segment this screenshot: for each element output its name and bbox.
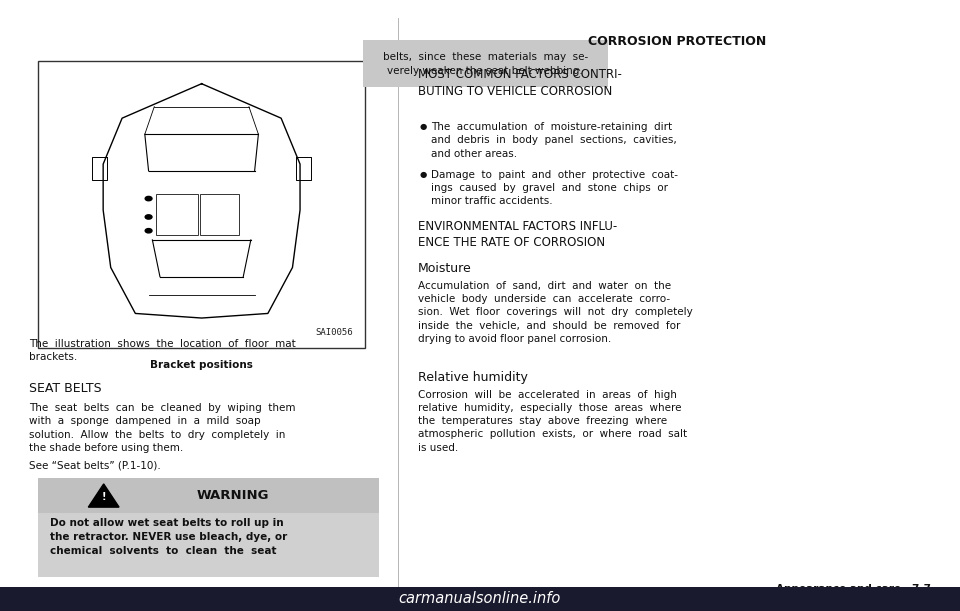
Text: belts,  since  these  materials  may  se-
verely weaken the seat belt webbing.: belts, since these materials may se- ver… <box>383 51 588 76</box>
Text: The  seat  belts  can  be  cleaned  by  wiping  them
with  a  sponge  dampened  : The seat belts can be cleaned by wiping … <box>29 403 296 453</box>
Text: Appearance and care   7-7: Appearance and care 7-7 <box>777 584 931 594</box>
Text: SAI0056: SAI0056 <box>316 328 353 337</box>
Circle shape <box>145 229 152 233</box>
Text: WARNING: WARNING <box>197 489 269 502</box>
FancyBboxPatch shape <box>156 194 198 235</box>
Text: The  illustration  shows  the  location  of  floor  mat
brackets.: The illustration shows the location of f… <box>29 339 296 362</box>
Circle shape <box>145 215 152 219</box>
FancyBboxPatch shape <box>38 61 365 348</box>
Text: The  accumulation  of  moisture-retaining  dirt
and  debris  in  body  panel  se: The accumulation of moisture-retaining d… <box>431 122 677 159</box>
FancyBboxPatch shape <box>200 194 239 235</box>
Text: Bracket positions: Bracket positions <box>150 360 253 370</box>
Text: Damage  to  paint  and  other  protective  coat-
ings  caused  by  gravel  and  : Damage to paint and other protective coa… <box>431 170 678 207</box>
Text: Relative humidity: Relative humidity <box>418 371 527 384</box>
Text: carmanualsonline.info: carmanualsonline.info <box>398 591 562 606</box>
Text: Do not allow wet seat belts to roll up in
the retractor. NEVER use bleach, dye, : Do not allow wet seat belts to roll up i… <box>50 518 287 556</box>
Text: SEAT BELTS: SEAT BELTS <box>29 382 102 395</box>
Text: See “Seat belts” (P.1-10).: See “Seat belts” (P.1-10). <box>29 460 160 470</box>
Text: !: ! <box>102 492 106 502</box>
FancyBboxPatch shape <box>363 40 608 87</box>
Text: Corrosion  will  be  accelerated  in  areas  of  high
relative  humidity,  espec: Corrosion will be accelerated in areas o… <box>418 390 686 453</box>
Text: CORROSION PROTECTION: CORROSION PROTECTION <box>588 35 766 48</box>
FancyBboxPatch shape <box>38 513 379 577</box>
Text: Accumulation  of  sand,  dirt  and  water  on  the
vehicle  body  underside  can: Accumulation of sand, dirt and water on … <box>418 281 692 344</box>
Circle shape <box>145 196 152 201</box>
Text: MOST COMMON FACTORS CONTRI-
BUTING TO VEHICLE CORROSION: MOST COMMON FACTORS CONTRI- BUTING TO VE… <box>418 68 621 98</box>
Text: Moisture: Moisture <box>418 262 471 274</box>
Polygon shape <box>88 484 119 507</box>
FancyBboxPatch shape <box>38 478 379 513</box>
Text: ENVIRONMENTAL FACTORS INFLU-
ENCE THE RATE OF CORROSION: ENVIRONMENTAL FACTORS INFLU- ENCE THE RA… <box>418 220 617 249</box>
Text: ●: ● <box>420 170 427 179</box>
Text: ●: ● <box>420 122 427 131</box>
FancyBboxPatch shape <box>0 587 960 611</box>
